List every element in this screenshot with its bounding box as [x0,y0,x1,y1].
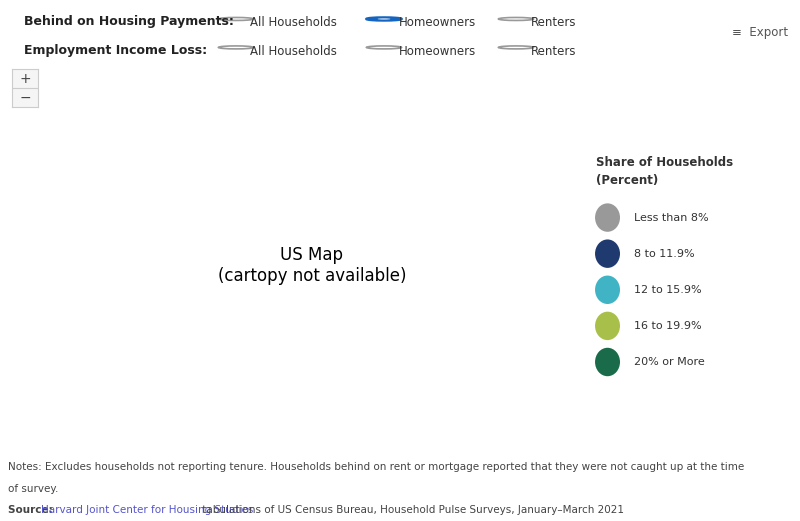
Text: 12 to 15.9%: 12 to 15.9% [634,285,702,295]
Text: 8 to 11.9%: 8 to 11.9% [634,249,695,258]
Text: −: − [19,91,31,104]
Circle shape [218,18,254,20]
Circle shape [498,46,534,49]
Circle shape [595,240,620,268]
Circle shape [595,348,620,376]
Text: Employment Income Loss:: Employment Income Loss: [24,44,207,57]
Text: Notes: Excludes households not reporting tenure. Households behind on rent or mo: Notes: Excludes households not reporting… [8,462,744,472]
Text: tabulations of US Census Bureau, Household Pulse Surveys, January–March 2021: tabulations of US Census Bureau, Househo… [199,505,624,515]
Text: Homeowners: Homeowners [398,45,476,58]
Circle shape [595,203,620,232]
Circle shape [595,276,620,304]
Text: 20% or More: 20% or More [634,357,705,367]
Circle shape [378,18,390,19]
Circle shape [366,46,402,49]
Text: Harvard Joint Center for Housing Studies: Harvard Joint Center for Housing Studies [41,505,253,515]
Text: Behind on Housing Payments:: Behind on Housing Payments: [24,15,234,28]
Text: Renters: Renters [530,45,576,58]
Circle shape [218,46,254,49]
Text: Source:: Source: [8,505,56,515]
Circle shape [498,18,534,20]
Text: Share of Households
(Percent): Share of Households (Percent) [596,156,733,188]
Text: 16 to 19.9%: 16 to 19.9% [634,321,702,331]
Text: of survey.: of survey. [8,484,58,494]
Text: All Households: All Households [250,16,338,29]
Text: +: + [19,72,31,85]
Text: ≡  Export: ≡ Export [732,26,788,39]
Text: Renters: Renters [530,16,576,29]
Circle shape [366,18,402,20]
Text: All Households: All Households [250,45,338,58]
Circle shape [595,312,620,340]
Text: Homeowners: Homeowners [398,16,476,29]
Text: US Map
(cartopy not available): US Map (cartopy not available) [218,246,406,285]
Text: Less than 8%: Less than 8% [634,213,709,222]
